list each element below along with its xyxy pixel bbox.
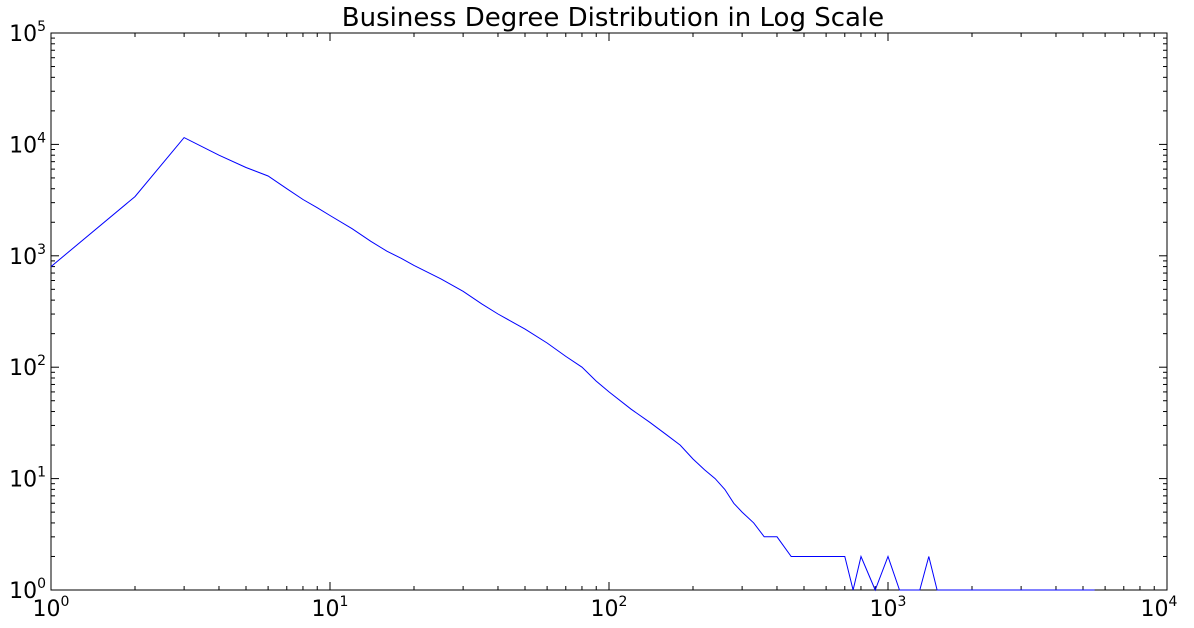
y-tick-label: 104 [9,130,46,158]
y-tick-label-base: 10 [9,133,37,158]
x-tick-label-exponent: 2 [619,594,628,610]
x-tick-label-base: 10 [33,597,61,622]
series-line [50,136,1095,592]
x-tick-label-base: 10 [312,597,340,622]
x-tick-label-exponent: 1 [340,594,349,610]
x-tick-label: 103 [870,594,907,622]
y-tick-label: 101 [9,465,46,493]
y-tick-label-base: 10 [9,468,37,493]
y-tick-label-exponent: 3 [37,242,46,258]
x-tick-label-exponent: 0 [61,594,70,610]
plot-frame [50,32,1168,591]
y-tick-label-base: 10 [9,245,37,270]
y-tick-label-base: 10 [9,356,37,381]
y-tick-label-exponent: 0 [37,576,46,592]
x-tick-label-base: 10 [870,597,898,622]
y-tick-label: 103 [9,242,46,270]
y-tick-label: 102 [9,353,46,381]
x-tick-label: 102 [591,594,628,622]
y-tick-label-exponent: 2 [37,353,46,369]
y-tick-label: 100 [9,576,46,604]
x-tick-label: 104 [1141,594,1178,622]
y-tick-label-exponent: 5 [37,19,46,35]
x-tick-label: 100 [33,594,70,622]
y-tick-label: 105 [9,19,46,47]
x-tick-label-base: 10 [1141,597,1169,622]
x-tick-label-exponent: 4 [1169,594,1178,610]
y-tick-label-base: 10 [9,22,37,47]
x-tick-label: 101 [312,594,349,622]
x-tick-label-exponent: 3 [898,594,907,610]
y-tick-label-base: 10 [9,579,37,604]
chart-title: Business Degree Distribution in Log Scal… [342,3,884,33]
y-tick-label-exponent: 1 [37,465,46,481]
ticks-layer [50,32,1168,591]
y-tick-label-exponent: 4 [37,130,46,146]
x-tick-label-base: 10 [591,597,619,622]
